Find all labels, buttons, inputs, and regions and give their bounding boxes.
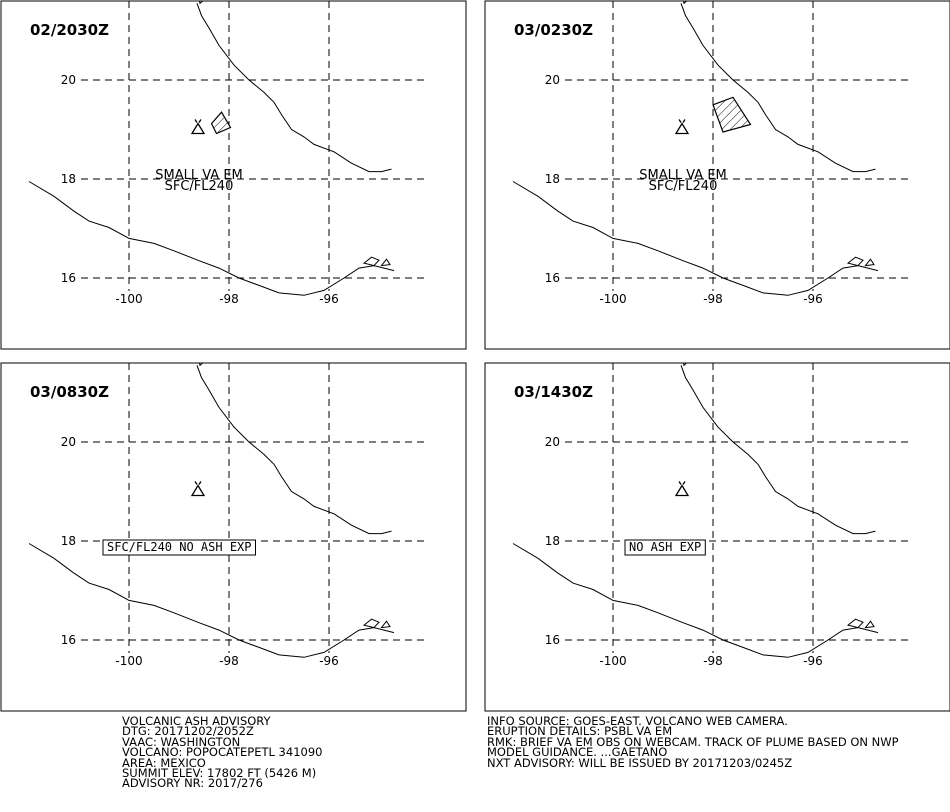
advisory-line: VOLCANIC ASH ADVISORY — [122, 714, 271, 728]
advisory-line: VOLCANO: POPOCATEPETL 341090 — [122, 745, 323, 760]
longitude-tick-label: -100 — [599, 654, 626, 668]
coast-detail — [198, 1, 204, 5]
advisory-line: ERUPTION DETAILS: PSBL VA EM — [487, 724, 673, 739]
plume-annotation: SMALL VA EM — [155, 168, 243, 183]
longitude-tick-label: -100 — [599, 292, 626, 306]
plume-annotation: SFC/FL240 — [165, 179, 234, 194]
latitude-tick-label: 16 — [545, 633, 560, 647]
map-panel: 20 18 16 -100 -98 -96 03/0830Z SFC/FL240 NO ASH… — [0, 362, 467, 712]
pacific-coastline — [512, 543, 879, 658]
forecast-time: 03/1430Z — [514, 383, 593, 401]
coast-detail — [198, 363, 204, 367]
map-panel: 20 18 16 -100 -98 -96 03/0230Z SMALL VA EMSFC/F… — [484, 0, 950, 350]
advisory-line: RMK: BRIEF VA EM OBS ON WEBCAM. TRACK OF… — [487, 734, 899, 749]
pacific-coastline — [28, 543, 395, 658]
pacific-coastline — [28, 181, 395, 296]
panel-frame — [0, 362, 467, 712]
panel-frame — [484, 0, 950, 350]
longitude-tick-label: -98 — [703, 654, 723, 668]
latitude-tick-label: 20 — [545, 435, 560, 449]
panel-frame — [0, 0, 467, 350]
gulf-coastline — [680, 365, 876, 535]
lagoon-outline — [380, 258, 391, 267]
forecast-time: 03/0830Z — [30, 383, 109, 401]
no-ash-annotation: SFC/FL240 NO ASH EXP — [107, 540, 252, 554]
coast-detail — [682, 363, 688, 367]
gulf-coastline — [196, 365, 392, 535]
advisory-details-right: INFO SOURCE: GOES-EAST. VOLCANO WEB CAME… — [487, 714, 899, 770]
lagoon-outline — [864, 258, 875, 267]
advisory-details-left: VOLCANIC ASH ADVISORY DTG: 20171202/2052Z… — [122, 714, 323, 791]
latitude-tick-label: 16 — [61, 633, 76, 647]
latitude-tick-label: 16 — [61, 271, 76, 285]
map-panel: 20 18 16 -100 -98 -96 03/1430Z NO ASH EXP — [484, 362, 950, 712]
longitude-tick-label: -98 — [703, 292, 723, 306]
forecast-time: 02/2030Z — [30, 21, 109, 39]
latitude-tick-label: 18 — [61, 172, 76, 186]
plume-annotation: SMALL VA EM — [639, 168, 727, 183]
latitude-tick-label: 18 — [61, 534, 76, 548]
pacific-coastline — [512, 181, 879, 296]
gulf-coastline — [680, 3, 876, 173]
latitude-tick-label: 18 — [545, 534, 560, 548]
lagoon-outline — [362, 256, 380, 267]
advisory-line: NXT ADVISORY: WILL BE ISSUED BY 20171203… — [487, 755, 793, 770]
volcano-icon — [190, 481, 206, 497]
longitude-tick-label: -98 — [219, 292, 239, 306]
latitude-tick-label: 18 — [545, 172, 560, 186]
longitude-tick-label: -100 — [115, 654, 142, 668]
lagoon-outline — [864, 620, 875, 629]
longitude-tick-label: -98 — [219, 654, 239, 668]
longitude-tick-label: -96 — [319, 654, 339, 668]
longitude-tick-label: -100 — [115, 292, 142, 306]
advisory-line: MODEL GUIDANCE. ...GAETANO — [487, 745, 668, 760]
longitude-tick-label: -96 — [803, 654, 823, 668]
annotation-box — [624, 539, 706, 556]
advisory-line: ADVISORY NR: 2017/276 — [122, 776, 263, 791]
annotation-box — [102, 539, 256, 556]
lagoon-outline — [846, 618, 864, 629]
latitude-tick-label: 20 — [545, 73, 560, 87]
latitude-tick-label: 16 — [545, 271, 560, 285]
advisory-line: INFO SOURCE: GOES-EAST. VOLCANO WEB CAME… — [487, 714, 788, 728]
lagoon-outline — [380, 620, 391, 629]
plume-annotation: SFC/FL240 — [649, 179, 718, 194]
advisory-line: AREA: MEXICO — [122, 755, 206, 770]
advisory-line: DTG: 20171202/2052Z — [122, 724, 254, 739]
panel-frame — [484, 362, 950, 712]
forecast-time: 03/0230Z — [514, 21, 593, 39]
ash-plume-area — [210, 111, 232, 135]
longitude-tick-label: -96 — [319, 292, 339, 306]
no-ash-annotation: NO ASH EXP — [629, 540, 701, 554]
gulf-coastline — [196, 3, 392, 173]
lagoon-outline — [362, 618, 380, 629]
coast-detail — [682, 1, 688, 5]
latitude-tick-label: 20 — [61, 73, 76, 87]
volcano-icon — [674, 119, 690, 135]
map-panel: 20 18 16 -100 -98 -96 02/2030Z SMALL VA EMSFC/F… — [0, 0, 467, 350]
volcano-icon — [190, 119, 206, 135]
longitude-tick-label: -96 — [803, 292, 823, 306]
volcano-icon — [674, 481, 690, 497]
latitude-tick-label: 20 — [61, 435, 76, 449]
advisory-line: SUMMIT ELEV: 17802 FT (5426 M) — [122, 765, 317, 780]
ash-plume-area — [712, 96, 752, 133]
advisory-line: VAAC: WASHINGTON — [122, 734, 241, 749]
lagoon-outline — [846, 256, 864, 267]
